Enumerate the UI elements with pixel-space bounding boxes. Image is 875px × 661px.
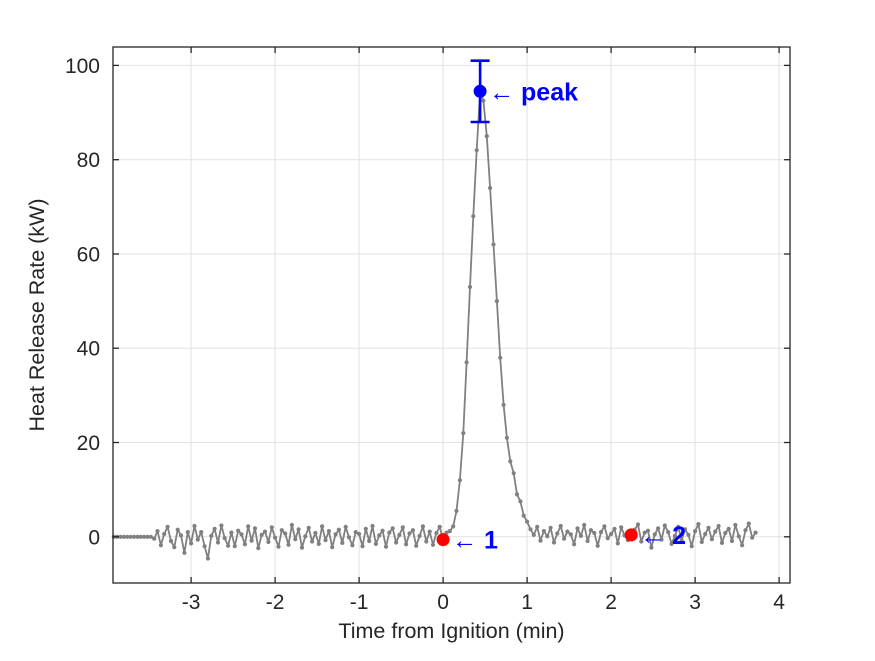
x-tick-label--3: -3 <box>182 591 201 614</box>
series-layer <box>111 89 758 561</box>
x-tick-label-4: 4 <box>773 591 785 614</box>
x-tick-label-1: 1 <box>521 591 533 614</box>
point-2-annotation: ← 2 <box>640 522 686 550</box>
y-tick-label-0: 0 <box>88 526 100 549</box>
y-tick-label-60: 60 <box>77 244 100 267</box>
heat-release-rate-markers <box>111 89 758 561</box>
grid-layer <box>113 47 790 583</box>
x-tick-label-3: 3 <box>689 591 701 614</box>
x-tick-label-0: 0 <box>437 591 449 614</box>
plot-box <box>112 46 791 584</box>
x-tick-label--2: -2 <box>266 591 285 614</box>
peak-marker <box>473 84 487 98</box>
y-tick-label-20: 20 <box>77 432 100 455</box>
heat-release-rate-line <box>113 90 757 560</box>
y-axis-label: Heat Release Rate (kW) <box>25 199 49 432</box>
y-tick-label-80: 80 <box>77 149 100 172</box>
x-tick-label-2: 2 <box>605 591 617 614</box>
y-tick-label-100: 100 <box>65 55 100 78</box>
x-tick-label--1: -1 <box>350 591 369 614</box>
y-tick-label-40: 40 <box>77 338 100 361</box>
point-2-marker <box>624 528 638 542</box>
point-1-annotation: ← 1 <box>452 527 498 555</box>
point-1-marker <box>436 533 450 547</box>
peak-annotation: ← peak <box>489 78 578 106</box>
x-axis-label: Time from Ignition (min) <box>338 619 564 643</box>
annotation-layer: ← peak ← 1 ← 2 <box>436 59 686 555</box>
